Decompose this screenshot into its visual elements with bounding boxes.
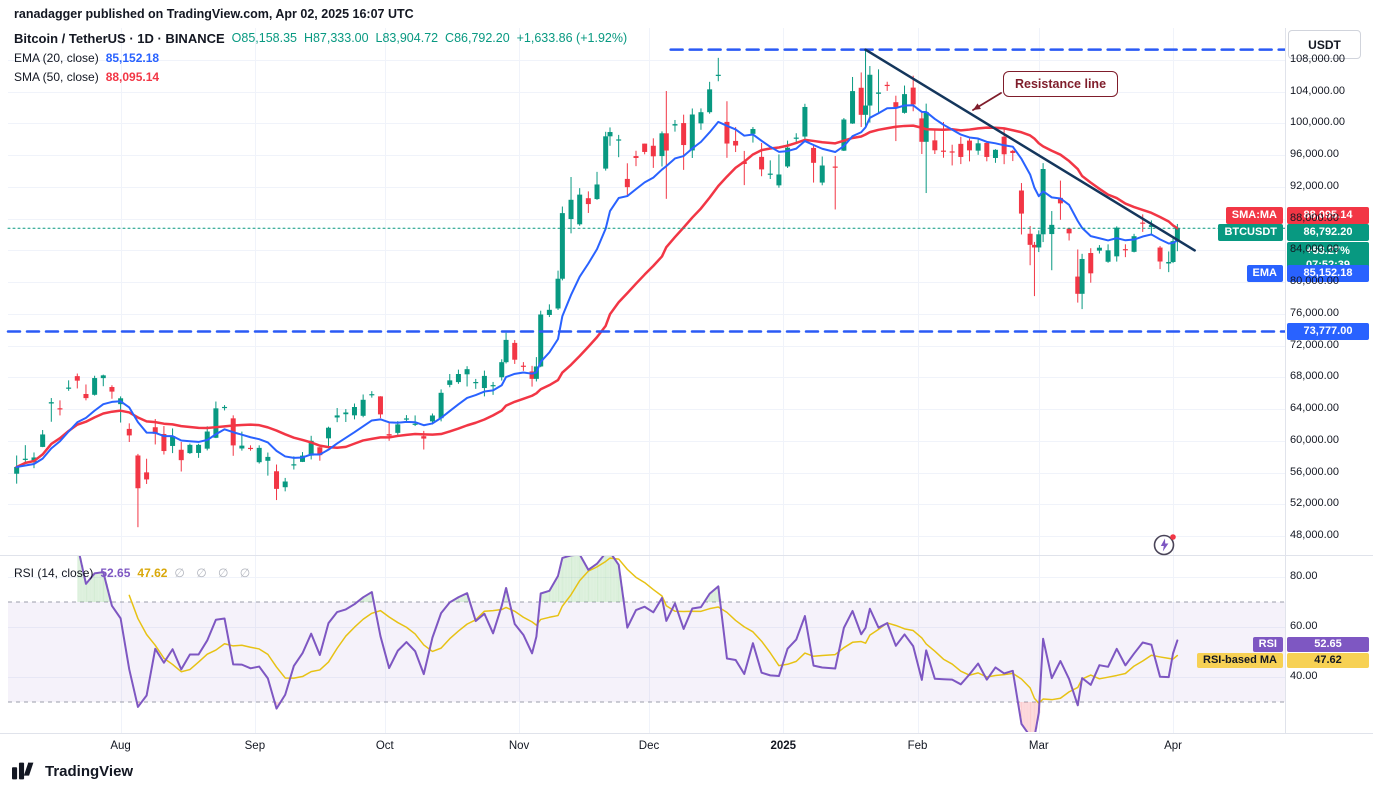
rsi-tag: RSI xyxy=(1252,637,1283,652)
price-axis-label: 60,000.00 xyxy=(1290,433,1339,446)
time-axis-label: Nov xyxy=(508,740,530,752)
price-axis-label: 68,000.00 xyxy=(1290,370,1339,383)
axis-currency-button[interactable]: USDT xyxy=(1288,30,1361,59)
footer-brand[interactable]: TradingView xyxy=(12,762,133,780)
rsi-ma-tag: RSI-based MA xyxy=(1197,653,1283,668)
price-axis-label: 56,000.00 xyxy=(1290,465,1339,478)
price-axis-label: 52,000.00 xyxy=(1290,497,1339,510)
ema-price-tag: EMA xyxy=(1246,265,1283,282)
rsi-legend: RSI (14, close) 52.65 47.62 ∅ ∅ ∅ ∅ xyxy=(14,565,254,581)
symbol-price-tag: BTCUSDT xyxy=(1218,224,1283,241)
price-axis-label: 72,000.00 xyxy=(1290,338,1339,351)
rsi-indicator-label[interactable]: RSI (14, close) xyxy=(14,566,94,580)
tradingview-brand-text: TradingView xyxy=(45,762,134,780)
symbol-legend: Bitcoin / TetherUS · 1D · BINANCE O85,15… xyxy=(14,30,627,46)
rsi-hidden-values: ∅ ∅ ∅ ∅ xyxy=(174,566,255,580)
price-axis-label: 48,000.00 xyxy=(1290,529,1339,541)
price-axis-label: 100,000.00 xyxy=(1290,116,1346,129)
ema-legend: EMA (20, close) 85,152.18 xyxy=(14,50,159,66)
sma-price-tag: SMA:MA xyxy=(1225,207,1283,224)
time-axis-label: Oct xyxy=(375,740,394,752)
flash-idea-icon[interactable] xyxy=(1152,531,1178,557)
ohlc-values: O85,158.35 H87,333.00 L83,904.72 C86,792… xyxy=(231,31,628,45)
time-axis-label: Dec xyxy=(638,740,660,752)
time-axis-label: Feb xyxy=(907,740,928,752)
price-axis-label: 76,000.00 xyxy=(1290,306,1339,319)
support-axis-value: 73,777.00 xyxy=(1287,323,1369,340)
tradingview-logo-icon xyxy=(12,762,34,780)
rsi-axis-label: 60.00 xyxy=(1290,620,1318,632)
time-axis-label: Mar xyxy=(1028,740,1049,752)
symbol-title[interactable]: Bitcoin / TetherUS · 1D · BINANCE xyxy=(14,30,225,46)
last-price-value: 86,792.20 xyxy=(1287,224,1369,241)
sma-indicator-value: 88,095.14 xyxy=(105,70,160,84)
price-axis-label: 92,000.00 xyxy=(1290,179,1339,192)
ema-indicator-value: 85,152.18 xyxy=(105,51,160,65)
price-axis-label: 64,000.00 xyxy=(1290,402,1339,415)
change-percent: +53.27% xyxy=(1306,245,1350,257)
sma-indicator-label[interactable]: SMA (50, close) xyxy=(14,70,99,84)
time-axis-label: Sep xyxy=(244,740,266,752)
time-axis-label: 2025 xyxy=(770,740,797,752)
rsi-ma-value: 47.62 xyxy=(137,566,168,580)
price-axis-label: 108,000.00 xyxy=(1290,53,1346,65)
rsi-axis-label: 80.00 xyxy=(1290,570,1318,582)
ema-axis-value: 85,152.18 xyxy=(1287,265,1369,282)
rsi-ma-axis-value: 47.62 xyxy=(1287,653,1369,668)
attribution-text: ranadagger published on TradingView.com,… xyxy=(14,7,414,21)
time-axis-label: Aug xyxy=(110,740,131,752)
sma-axis-value: 88,095.14 xyxy=(1287,207,1369,224)
price-axis-label: 104,000.00 xyxy=(1290,84,1346,97)
price-axis-label: 96,000.00 xyxy=(1290,148,1339,161)
price-axis-label: 84,000.00 xyxy=(1290,243,1339,256)
rsi-axis-value: 52.65 xyxy=(1287,637,1369,652)
price-axis-label: 80,000.00 xyxy=(1290,275,1339,288)
price-axis-label: 88,000.00 xyxy=(1290,211,1339,224)
time-axis-label: Apr xyxy=(1164,740,1182,752)
resistance-line-annotation[interactable]: Resistance line xyxy=(1003,71,1119,97)
rsi-indicator-value: 52.65 xyxy=(100,566,131,580)
rsi-axis-label: 40.00 xyxy=(1290,670,1318,682)
ema-indicator-label[interactable]: EMA (20, close) xyxy=(14,51,99,65)
sma-legend: SMA (50, close) 88,095.14 xyxy=(14,69,159,85)
